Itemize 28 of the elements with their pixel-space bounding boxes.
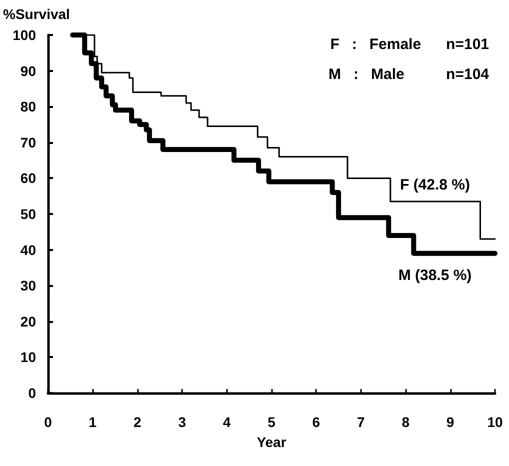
y-tick-label: 50 <box>20 206 36 222</box>
y-tick-label: 70 <box>20 134 36 150</box>
x-tick-label: 0 <box>44 414 52 430</box>
y-tick-label: 0 <box>28 385 36 401</box>
x-axis-title: Year <box>256 434 287 450</box>
y-axis-title: %Survival <box>3 6 70 22</box>
x-tick-label: 6 <box>312 414 320 430</box>
y-tick-label: 20 <box>20 313 36 330</box>
x-tick-label: 8 <box>402 414 410 430</box>
x-tick-label: 3 <box>178 414 186 430</box>
y-tick-label: 30 <box>20 278 36 294</box>
y-tick-label: 60 <box>20 170 36 186</box>
x-tick-label: 4 <box>222 414 231 430</box>
y-tick-label: 80 <box>20 98 36 115</box>
annotation: F : Female n=101 <box>330 36 489 53</box>
x-tick-label: 10 <box>487 414 503 430</box>
series-label: M (38.5 %) <box>398 266 472 284</box>
y-tick-label: 40 <box>20 242 36 258</box>
x-tick-label: 5 <box>268 414 276 430</box>
x-tick-label: 7 <box>357 414 365 430</box>
x-tick-label: 2 <box>134 414 142 430</box>
y-tick-label: 100 <box>12 27 36 43</box>
annotation: M : Male n=104 <box>328 66 490 83</box>
y-tick-label: 10 <box>20 349 36 366</box>
x-tick-label: 1 <box>88 414 97 430</box>
y-tick-label: 90 <box>20 62 36 79</box>
x-tick-label: 9 <box>446 414 454 430</box>
series-label: F (42.8 %) <box>400 176 470 194</box>
